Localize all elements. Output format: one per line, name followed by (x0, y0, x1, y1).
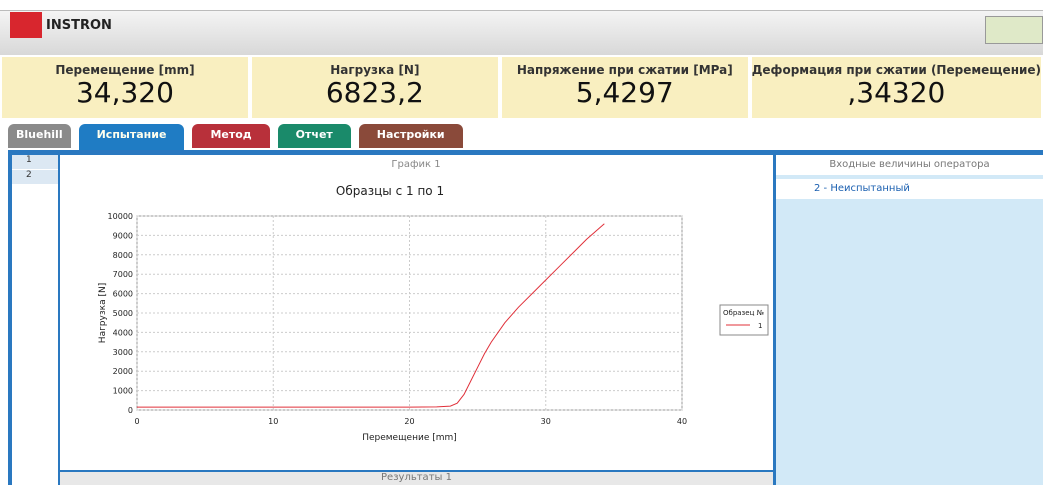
tab[interactable]: Bluehill (8, 124, 71, 148)
tab[interactable]: Настройки (358, 124, 463, 148)
y-tick-label: 7000 (113, 270, 133, 279)
brand: INSTRON (46, 18, 112, 33)
x-tick-label: 40 (677, 417, 687, 426)
y-tick-label: 0 (128, 406, 133, 415)
sample-row[interactable]: 1 (12, 155, 58, 169)
data-line (137, 223, 605, 408)
tab[interactable]: Испытание (78, 124, 185, 150)
tab[interactable]: Метод (192, 124, 270, 148)
meter-value: 6823,2 (325, 76, 424, 109)
y-tick-label: 10000 (108, 212, 133, 221)
panel-title: График 1 (391, 159, 440, 170)
x-tick-label: 20 (404, 417, 414, 426)
graph-panel: График 1 Образцы с 1 по 1 0 1000 2000 3000 4… (60, 155, 773, 470)
x-tick-label: 0 (134, 417, 139, 426)
legend-box (719, 304, 769, 336)
meter-value: 34,320 (75, 76, 174, 109)
logo (10, 12, 42, 38)
meters: Перемещение [mm] 34,320 Нагрузка [N] 6823,2… (0, 55, 1043, 120)
y-axis-label: Нагрузка [N] (98, 283, 108, 343)
tab[interactable]: Отчет (277, 124, 351, 148)
top-bar (0, 10, 1043, 55)
operator-item[interactable]: 2 - Неиспытанный (776, 179, 1043, 199)
meter: Деформация при сжатии (Перемещение) ,3432… (749, 55, 1043, 120)
meter: Нагрузка [N] 6823,2 (249, 55, 500, 120)
sample-row[interactable]: 2 (12, 170, 58, 184)
tabs: Bluehill Испытание Метод Отчет Настройки (8, 124, 463, 150)
chart-title: Образцы с 1 по 1 (336, 184, 444, 198)
y-tick-label: 9000 (113, 231, 133, 240)
meter: Напряжение при сжатии [MPa] 5,4297 (499, 55, 750, 120)
y-tick-label: 3000 (113, 348, 133, 357)
x-tick-label: 10 (268, 417, 278, 426)
results-header: Результаты 1 (60, 472, 773, 485)
operator-title: Входные величины оператора (776, 155, 1043, 175)
x-axis-label: Перемещение [mm] (362, 433, 457, 443)
meter-label: Деформация при сжатии (Перемещение) (751, 63, 1042, 77)
meter-label: Нагрузка [N] (330, 63, 420, 77)
y-tick-label: 8000 (113, 251, 133, 260)
y-tick-label: 1000 (113, 387, 133, 396)
legend-label: 1 (758, 322, 762, 330)
meter-value: ,34320 (847, 76, 946, 109)
meter-value: 5,4297 (575, 76, 674, 109)
meter: Перемещение [mm] 34,320 (0, 55, 250, 120)
y-tick-label: 5000 (113, 309, 133, 318)
x-tick-label: 30 (541, 417, 551, 426)
meter-label: Напряжение при сжатии [MPa] (516, 63, 733, 77)
operator-panel: Входные величины оператора 2 - Неиспытан… (776, 155, 1043, 485)
toolbar-icons[interactable] (985, 16, 1043, 44)
y-tick-label: 6000 (113, 290, 133, 299)
chart: График 1 Образцы с 1 по 1 0 1000 2000 3000 4… (98, 159, 769, 443)
y-tick-label: 2000 (113, 367, 133, 376)
y-tick-label: 4000 (113, 328, 133, 337)
meter-label: Перемещение [mm] (55, 63, 195, 77)
legend-title: Образец № (723, 309, 764, 317)
